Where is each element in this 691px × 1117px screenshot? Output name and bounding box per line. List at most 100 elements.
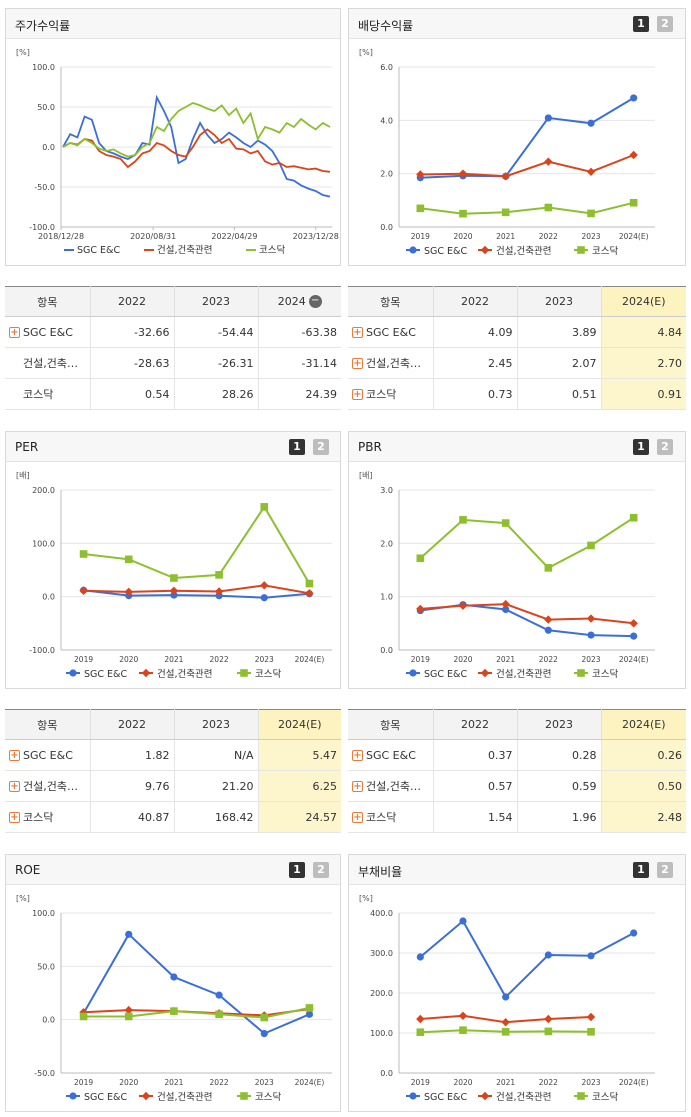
- panel-title: PER: [15, 440, 39, 454]
- point: [458, 169, 468, 178]
- table-row: + 건설,건축… 2.45 2.07 2.70: [348, 347, 686, 379]
- series-line: [82, 932, 310, 1035]
- point: [69, 669, 77, 677]
- x-tick-label: 2021: [164, 1078, 183, 1087]
- legend-label: SGC E&C: [77, 245, 120, 256]
- point: [79, 1012, 88, 1021]
- x-tick-label: 2023: [255, 655, 274, 664]
- expand-icon[interactable]: +: [352, 358, 363, 369]
- x-tick-label: 2021: [496, 1078, 515, 1087]
- point: [305, 1004, 314, 1012]
- y-tick-label: 0.0: [380, 646, 393, 655]
- pbr-panel: PBR 1 2 [배] 3.0 2.0 1.0 0.0 2019 2020 2021 2022 2…: [348, 431, 686, 689]
- point: [587, 1028, 595, 1036]
- x-tick-label: 2024(E): [619, 232, 649, 241]
- cell: -31.14: [257, 347, 341, 379]
- point: [577, 1092, 585, 1100]
- x-tick-label: 2020: [453, 655, 472, 664]
- view-1-button[interactable]: 1: [633, 439, 649, 455]
- cell: 24.57: [257, 801, 341, 833]
- point: [502, 993, 510, 1001]
- point: [577, 246, 585, 254]
- x-tick-label: 2021: [164, 655, 183, 664]
- point: [170, 591, 178, 599]
- expand-icon[interactable]: +: [9, 327, 20, 338]
- col-header: 2022: [89, 286, 174, 317]
- view-2-button[interactable]: 2: [657, 16, 673, 32]
- y-tick-label: -50.0: [34, 1069, 55, 1078]
- point: [587, 952, 595, 960]
- expand-icon[interactable]: +: [352, 327, 363, 338]
- series-line: [62, 102, 331, 158]
- expand-icon[interactable]: +: [9, 812, 20, 823]
- x-tick-label: 2023/12/28: [293, 232, 339, 241]
- cell: 0.59: [516, 770, 601, 802]
- x-tick-label: 2022: [539, 655, 558, 664]
- cell: 3.89: [516, 316, 601, 348]
- panel-title: 배당수익률: [358, 19, 414, 33]
- cell: 40.87: [89, 801, 174, 833]
- legend-label: SGC E&C: [424, 1092, 467, 1103]
- point: [544, 114, 552, 122]
- point: [544, 1014, 553, 1024]
- per-panel: PER 1 2 [배] 200.0 100.0 0.0 -100.0 2019 2020 20…: [5, 431, 341, 689]
- table-row: + 코스닥 40.87 168.42 24.57: [5, 801, 341, 833]
- view-1-button[interactable]: 1: [289, 439, 305, 455]
- y-tick-label: 0.0: [42, 593, 55, 602]
- y-tick-label: 300.0: [370, 949, 393, 958]
- view-2-button[interactable]: 2: [657, 439, 673, 455]
- expand-icon[interactable]: +: [352, 812, 363, 823]
- point: [586, 167, 596, 176]
- row-label: + SGC E&C: [5, 316, 90, 348]
- view-1-button[interactable]: 1: [289, 862, 305, 878]
- y-unit-label: [%]: [359, 894, 373, 903]
- y-tick-label: -50.0: [34, 183, 55, 192]
- col-header: 항목: [5, 286, 90, 317]
- point: [416, 554, 425, 563]
- view-1-button[interactable]: 1: [633, 16, 649, 32]
- expand-icon[interactable]: +: [352, 750, 363, 761]
- legend-label: 코스닥: [592, 669, 618, 680]
- cell: 0.91: [600, 378, 686, 410]
- point: [260, 594, 268, 602]
- col-header: 2023: [173, 709, 258, 740]
- row-name: 코스닥: [366, 811, 397, 824]
- pbr-chart: [배] 3.0 2.0 1.0 0.0 2019 2020 2021 2022 2023 2024(…: [359, 471, 655, 680]
- row-label: + SGC E&C: [348, 316, 433, 348]
- cell: 2.48: [600, 801, 686, 833]
- cell: 1.54: [432, 801, 517, 833]
- legend-label: 건설,건축관련: [157, 1092, 212, 1103]
- legend-label: 건설,건축관련: [157, 669, 212, 680]
- legend-label: SGC E&C: [424, 669, 467, 680]
- table-row: + 코스닥 1.54 1.96 2.48: [348, 801, 686, 833]
- panel-header: 주가수익률: [6, 9, 340, 39]
- expand-icon[interactable]: +: [352, 781, 363, 792]
- cell: 1.82: [89, 739, 174, 771]
- legend-label: 건설,건축관련: [496, 1092, 551, 1103]
- cell: 4.84: [600, 316, 686, 348]
- expand-icon[interactable]: +: [9, 781, 20, 792]
- collapse-button[interactable]: −: [308, 295, 322, 309]
- table-header-row: 항목 2022 2023 2024(E): [348, 286, 686, 317]
- view-2-button[interactable]: 2: [313, 862, 329, 878]
- y-tick-label: 0.0: [380, 223, 393, 232]
- x-tick-label: 2019: [411, 1078, 430, 1087]
- cell: -28.63: [89, 347, 174, 379]
- stock-return-panel: 주가수익률 [%] 100.0 50.0 0.0 -50.0 -100.0 2018/12/…: [5, 8, 341, 266]
- legend-label: 건설,건축관련: [157, 245, 212, 256]
- point: [630, 929, 638, 937]
- table-row: + SGC E&C -32.66 -54.44 -63.38: [5, 316, 341, 348]
- view-2-button[interactable]: 2: [657, 862, 673, 878]
- view-2-button[interactable]: 2: [313, 439, 329, 455]
- y-unit-label: [%]: [16, 894, 30, 903]
- view-1-button[interactable]: 1: [633, 862, 649, 878]
- point: [502, 605, 510, 614]
- x-tick-label: 2019: [411, 232, 430, 241]
- point: [501, 1028, 510, 1036]
- series-line: [83, 504, 311, 585]
- expand-icon[interactable]: +: [352, 389, 363, 400]
- legend-label: 코스닥: [255, 1092, 281, 1103]
- point: [544, 615, 553, 624]
- expand-icon[interactable]: +: [9, 750, 20, 761]
